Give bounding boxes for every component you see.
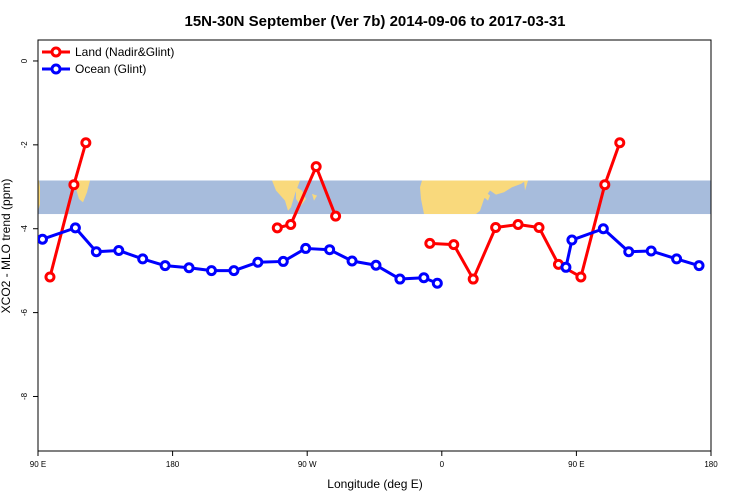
series-land-point — [310, 161, 322, 173]
legend-label-ocean: Ocean (Glint) — [75, 62, 146, 76]
series-land-point — [271, 222, 283, 234]
series-land-point — [512, 219, 524, 231]
chart-title: 15N-30N September (Ver 7b) 2014-09-06 to… — [184, 13, 565, 30]
series-land-point — [285, 219, 297, 231]
series-ocean-point — [418, 272, 430, 284]
map-land-5 — [420, 180, 526, 215]
series-ocean-point — [346, 255, 358, 267]
x-tick-label: 90 E — [568, 460, 584, 469]
series-ocean-point — [137, 253, 149, 265]
series-land-point — [490, 221, 502, 233]
map-land-6 — [484, 192, 490, 201]
series-land-point — [80, 137, 92, 149]
series-land-point — [424, 237, 436, 249]
series-land-point — [467, 273, 479, 285]
y-tick-label: -6 — [20, 309, 29, 317]
series-ocean-point — [228, 265, 240, 277]
series-land-line — [276, 165, 338, 230]
y-tick-label: 0 — [20, 58, 29, 63]
y-tick-label: -4 — [20, 225, 29, 233]
series-land-point — [448, 239, 460, 251]
plot-area-frame — [37, 39, 712, 452]
series-ocean-point — [645, 245, 657, 257]
series-layer — [38, 137, 705, 289]
x-axis: 90 E 180 90 W 0 90 E 180 — [30, 451, 718, 469]
map-land-7 — [524, 180, 528, 191]
series-land-line — [429, 142, 622, 281]
x-axis-label: Longitude (deg E) — [327, 477, 422, 491]
legend-marker-ocean — [50, 63, 62, 75]
series-ocean-point — [113, 245, 125, 257]
series-ocean-point — [90, 246, 102, 258]
series-ocean-point — [300, 242, 312, 254]
series-ocean-point — [159, 260, 171, 272]
series-ocean-point — [566, 234, 578, 246]
series-ocean-point — [183, 262, 195, 274]
series-land-point — [44, 271, 56, 283]
x-tick-label: 180 — [704, 460, 718, 469]
series-ocean-point — [277, 255, 289, 267]
x-tick-label: 0 — [440, 460, 445, 469]
series-ocean-point — [693, 260, 705, 272]
series-ocean-point — [597, 223, 609, 235]
series-ocean-point — [252, 256, 264, 268]
series-ocean-point — [431, 277, 443, 289]
series-land-point — [575, 271, 587, 283]
series-land-point — [533, 221, 545, 233]
legend-label-land: Land (Nadir&Glint) — [75, 45, 174, 59]
map-land-4 — [312, 193, 317, 201]
legend-marker-land — [50, 46, 62, 58]
series-ocean-point — [205, 265, 217, 277]
x-tick-label: 180 — [166, 460, 180, 469]
series-land-point — [68, 179, 80, 191]
series-ocean-point — [560, 261, 572, 273]
x-tick-label: 90 E — [30, 460, 46, 469]
y-axis: 0 -2 -4 -6 -8 — [20, 58, 38, 400]
y-tick-label: -8 — [20, 392, 29, 400]
series-land-point — [614, 137, 626, 149]
map-land-2 — [272, 180, 300, 211]
series-land-point — [599, 179, 611, 191]
y-axis-label: XCO2 - MLO trend (ppm) — [0, 179, 13, 314]
series-ocean-point — [69, 222, 81, 234]
series-ocean-point — [394, 273, 406, 285]
series-ocean-point — [370, 259, 382, 271]
x-tick-label: 90 W — [298, 460, 317, 469]
series-ocean-point — [623, 246, 635, 258]
y-tick-label: -2 — [20, 141, 29, 149]
series-land-point — [330, 210, 342, 222]
map-land-3 — [296, 187, 306, 206]
legend: Land (Nadir&Glint) Ocean (Glint) — [42, 45, 174, 76]
series-ocean-line — [41, 226, 438, 285]
series-ocean-point — [324, 244, 336, 256]
series-ocean-point — [671, 253, 683, 265]
series-ocean-point — [38, 233, 48, 245]
